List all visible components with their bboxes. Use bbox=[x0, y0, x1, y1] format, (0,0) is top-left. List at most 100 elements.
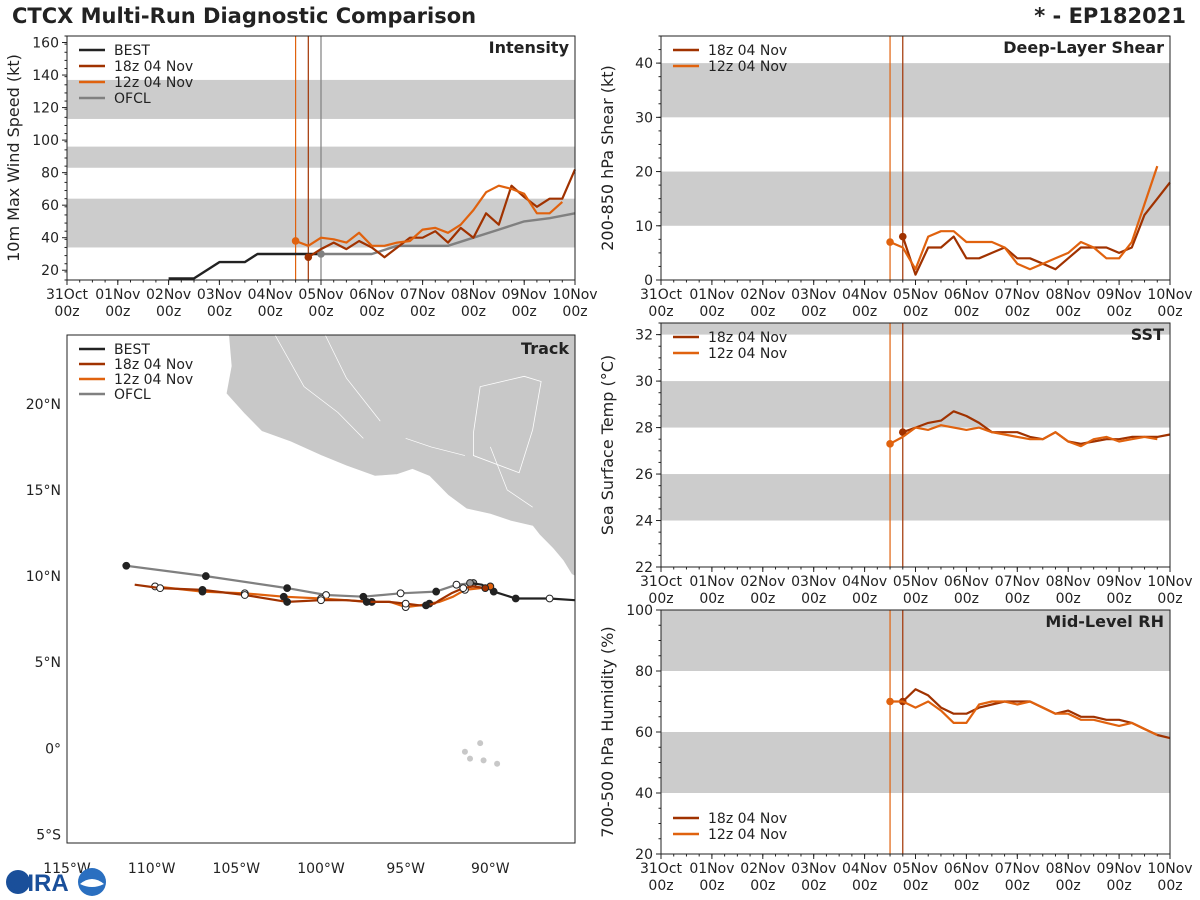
legend-label: BEST bbox=[114, 43, 150, 59]
lon-tick-label: 95°W bbox=[386, 861, 425, 877]
track-point bbox=[362, 598, 371, 606]
track-point bbox=[511, 594, 520, 603]
land-yucatan bbox=[472, 375, 542, 474]
track-point bbox=[401, 599, 410, 608]
island bbox=[494, 760, 501, 767]
track-point bbox=[317, 596, 325, 605]
x-tick-label-hour: 00z bbox=[1005, 304, 1030, 320]
start-marker bbox=[886, 697, 894, 706]
x-tick-label-day: 04Nov bbox=[842, 287, 887, 303]
y-tick-label: 22 bbox=[635, 560, 653, 576]
band bbox=[661, 381, 1170, 428]
track-line-run18 bbox=[134, 583, 486, 607]
y-tick-label: 60 bbox=[635, 725, 653, 741]
x-tick-label-day: 01Nov bbox=[689, 287, 734, 303]
x-tick-label-hour: 00z bbox=[258, 304, 283, 320]
x-tick-label-day: 07Nov bbox=[995, 287, 1040, 303]
y-tick-label: 40 bbox=[635, 56, 653, 72]
x-tick-label-hour: 00z bbox=[512, 304, 537, 320]
x-tick-label-hour: 00z bbox=[1157, 591, 1182, 607]
lon-tick-label: 110°W bbox=[128, 861, 176, 877]
series-line-best bbox=[168, 252, 321, 280]
legend-label: 12z 04 Nov bbox=[114, 75, 193, 91]
track-point bbox=[122, 561, 131, 570]
y-tick-label: 30 bbox=[635, 110, 653, 126]
x-tick-label-day: 08Nov bbox=[451, 287, 496, 303]
band bbox=[661, 610, 1170, 671]
y-tick-label: 30 bbox=[635, 374, 653, 390]
start-marker bbox=[898, 428, 907, 437]
x-tick-label-day: 07Nov bbox=[995, 574, 1040, 590]
x-tick-label-day: 03Nov bbox=[197, 287, 242, 303]
x-tick-label-day: 05Nov bbox=[298, 287, 343, 303]
y-tick-label: 60 bbox=[41, 198, 59, 214]
track-point bbox=[432, 587, 441, 596]
x-tick-label-day: 04Nov bbox=[842, 574, 887, 590]
legend-label: 12z 04 Nov bbox=[708, 346, 787, 362]
series-line-run12 bbox=[295, 184, 564, 247]
y-tick-label: 80 bbox=[41, 166, 59, 182]
lat-tick-label: 15°N bbox=[26, 483, 61, 499]
x-tick-label-day: 02Nov bbox=[740, 287, 785, 303]
x-tick-label-hour: 00z bbox=[105, 304, 130, 320]
x-tick-label-hour: 00z bbox=[903, 591, 928, 607]
x-tick-label-day: 10Nov bbox=[1147, 574, 1192, 590]
track-point bbox=[466, 579, 474, 587]
x-tick-label-hour: 00z bbox=[648, 591, 673, 607]
x-tick-label-day: 04Nov bbox=[248, 287, 293, 303]
x-tick-label-day: 08Nov bbox=[1046, 574, 1091, 590]
x-tick-label-day: 02Nov bbox=[146, 287, 191, 303]
x-tick-label-day: 03Nov bbox=[791, 574, 836, 590]
x-tick-label-day: 06Nov bbox=[944, 574, 989, 590]
y-tick-label: 100 bbox=[626, 603, 653, 619]
start-marker bbox=[898, 232, 907, 241]
track-line-best bbox=[469, 581, 575, 602]
track-point bbox=[156, 584, 165, 593]
y-tick-label: 20 bbox=[635, 847, 653, 863]
y-tick-label: 28 bbox=[635, 421, 653, 437]
panel-rh: 2040608010031Oct00z01Nov00z02Nov00z03Nov… bbox=[598, 603, 1193, 894]
x-tick-label-day: 09Nov bbox=[502, 287, 547, 303]
x-tick-label-hour: 00z bbox=[1005, 878, 1030, 894]
band bbox=[661, 732, 1170, 793]
y-axis-label: 700-500 hPa Humidity (%) bbox=[598, 626, 617, 837]
x-tick-label-day: 01Nov bbox=[689, 574, 734, 590]
y-tick-label: 40 bbox=[635, 786, 653, 802]
x-tick-label-hour: 00z bbox=[648, 304, 673, 320]
series-line-run12 bbox=[889, 165, 1159, 271]
y-tick-label: 160 bbox=[32, 36, 59, 52]
x-tick-label-hour: 00z bbox=[156, 304, 181, 320]
legend-label: 18z 04 Nov bbox=[708, 811, 787, 827]
x-tick-label-day: 10Nov bbox=[1147, 287, 1192, 303]
track-line-run12 bbox=[154, 585, 491, 609]
panel-title: Deep-Layer Shear bbox=[1003, 38, 1164, 57]
track-point bbox=[459, 584, 468, 593]
legend-label: 12z 04 Nov bbox=[114, 372, 193, 388]
lat-tick-label: 0° bbox=[45, 741, 61, 757]
panel-track: 115°W 110°W 105°W 100°W 95°W 90°W 5°S 0° 5°N 10°N… bbox=[26, 334, 576, 877]
band bbox=[661, 63, 1170, 118]
island bbox=[480, 757, 487, 764]
x-tick-label-hour: 00z bbox=[699, 878, 724, 894]
x-tick-label-hour: 00z bbox=[562, 304, 587, 320]
legend-label: 12z 04 Nov bbox=[708, 827, 787, 843]
y-tick-label: 120 bbox=[32, 101, 59, 117]
y-tick-label: 20 bbox=[635, 165, 653, 181]
lat-tick-label: 5°S bbox=[36, 827, 61, 843]
band bbox=[661, 171, 1170, 226]
track-point bbox=[481, 584, 490, 593]
state-border bbox=[490, 446, 533, 508]
track-point bbox=[396, 589, 405, 598]
x-tick-label-hour: 00z bbox=[801, 591, 826, 607]
x-tick-label-day: 02Nov bbox=[740, 574, 785, 590]
track-point bbox=[283, 598, 292, 606]
x-tick-label-hour: 00z bbox=[461, 304, 486, 320]
lat-tick-label: 10°N bbox=[26, 569, 61, 585]
storm-id: * - EP182021 bbox=[1034, 4, 1186, 28]
legend-label: BEST bbox=[114, 342, 150, 358]
x-tick-label-day: 07Nov bbox=[995, 861, 1040, 877]
x-tick-label-day: 09Nov bbox=[1097, 861, 1142, 877]
x-tick-label-day: 01Nov bbox=[95, 287, 140, 303]
y-tick-label: 10 bbox=[635, 219, 653, 235]
